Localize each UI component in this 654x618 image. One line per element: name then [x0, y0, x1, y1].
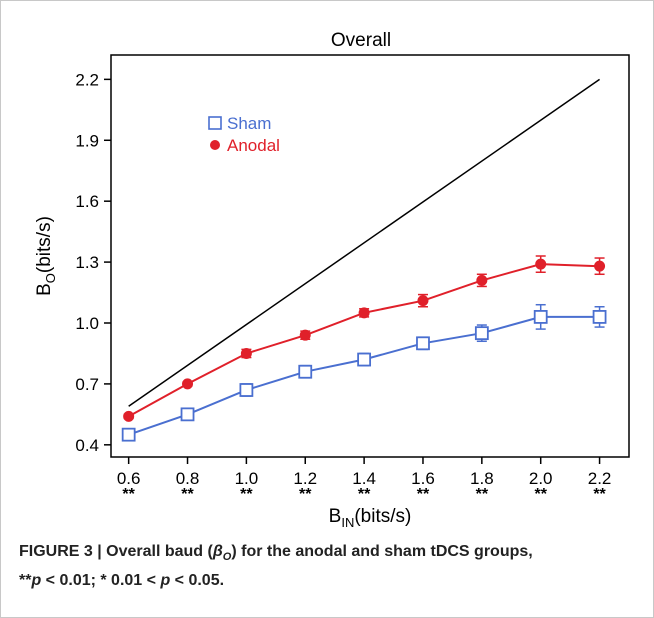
y-tick-label: 2.2: [75, 70, 99, 89]
x-axis-label-main: B: [329, 506, 342, 527]
y-axis: 2.2 1.9 1.6 1.3 1.0 0.7 0.4: [75, 70, 111, 455]
significance-marker: **: [476, 486, 489, 503]
x-axis-label-sub: IN: [341, 515, 354, 530]
x-tick-label: 1.0: [235, 469, 259, 488]
anodal-point: [358, 307, 370, 319]
sham-point: [474, 326, 489, 341]
caption-beta: β: [212, 543, 223, 560]
anodal-point: [417, 295, 429, 307]
caption-stars: **: [19, 572, 32, 590]
anodal-point: [123, 410, 135, 422]
x-tick-label: 0.8: [176, 469, 200, 488]
sham-series-line: [128, 315, 600, 436]
anodal-point: [182, 378, 194, 390]
anodal-point: [240, 347, 252, 359]
sham-point: [298, 364, 313, 379]
y-tick-label: 1.0: [75, 314, 99, 333]
significance-marker: **: [534, 486, 547, 503]
reference-line: [128, 78, 600, 407]
legend-label-anodal: Anodal: [227, 136, 280, 155]
caption-text-2: < 0.05.: [170, 572, 225, 590]
significance-marker: **: [593, 486, 606, 503]
y-tick-label: 1.9: [75, 131, 99, 150]
legend: Sham Anodal: [208, 114, 280, 155]
sham-point: [239, 383, 254, 397]
x-tick-label: 1.2: [293, 469, 317, 488]
sham-point: [592, 310, 607, 324]
sham-point: [533, 310, 548, 324]
significance-marker: **: [299, 486, 312, 503]
y-axis-label-sub: O: [43, 273, 58, 283]
caption-p2: p: [160, 572, 171, 590]
anodal-point: [535, 258, 547, 270]
sham-point: [357, 352, 372, 367]
legend-marker-anodal: [210, 140, 220, 150]
caption-p1: p: [31, 572, 42, 590]
figure-caption: FIGURE 3 | Overall baud (βO) for the ano…: [19, 540, 639, 592]
y-tick-label: 1.3: [75, 253, 99, 272]
significance-marker: **: [122, 486, 135, 503]
x-axis-label-unit: (bits/s): [354, 506, 411, 527]
chart-title: Overall: [331, 30, 391, 51]
x-tick-label: 0.6: [117, 469, 141, 488]
significance-marker: **: [358, 486, 371, 503]
x-axis: 0.6**0.8**1.0**1.2**1.4**1.6**1.8**2.0**…: [117, 457, 612, 503]
caption-figure-label: FIGURE 3 |: [19, 543, 107, 560]
legend-label-sham: Sham: [227, 114, 271, 133]
x-axis-label: BIN(bits/s): [329, 506, 412, 530]
x-tick-label: 1.6: [411, 469, 435, 488]
sham-point: [180, 407, 195, 422]
y-tick-label: 1.6: [75, 192, 99, 211]
y-axis-label-unit: (bits/s): [34, 216, 55, 273]
caption-text-before: Overall baud (: [106, 543, 213, 560]
chart: Overall 2.21.91.61.31.00.70.4 0.6**0.8**…: [34, 30, 630, 530]
sham-point: [121, 427, 136, 442]
caption-beta-sub: O: [222, 551, 232, 564]
anodal-series-line: [128, 263, 600, 418]
anodal-point: [299, 329, 311, 341]
anodal-point: [476, 274, 488, 286]
x-tick-label: 1.8: [470, 469, 494, 488]
significance-marker: **: [181, 486, 194, 503]
x-tick-label: 1.4: [352, 469, 376, 488]
y-axis-label-main: B: [34, 283, 55, 296]
x-tick-label: 2.0: [529, 469, 553, 488]
significance-marker: **: [240, 486, 253, 503]
significance-marker: **: [417, 486, 430, 503]
y-axis-label: BO(bits/s): [34, 216, 58, 296]
caption-text-after: ) for the anodal and sham tDCS groups,: [231, 543, 533, 560]
y-tick-label: 0.4: [75, 436, 99, 455]
legend-marker-sham: [208, 116, 222, 130]
y-tick-label: 0.7: [75, 375, 99, 394]
caption-text-1: < 0.01; * 0.01 <: [41, 572, 161, 590]
sham-point: [416, 336, 430, 351]
plot-marks: [121, 78, 607, 442]
anodal-point: [594, 260, 606, 272]
x-tick-label: 2.2: [588, 469, 612, 488]
plot-area: [110, 54, 630, 458]
